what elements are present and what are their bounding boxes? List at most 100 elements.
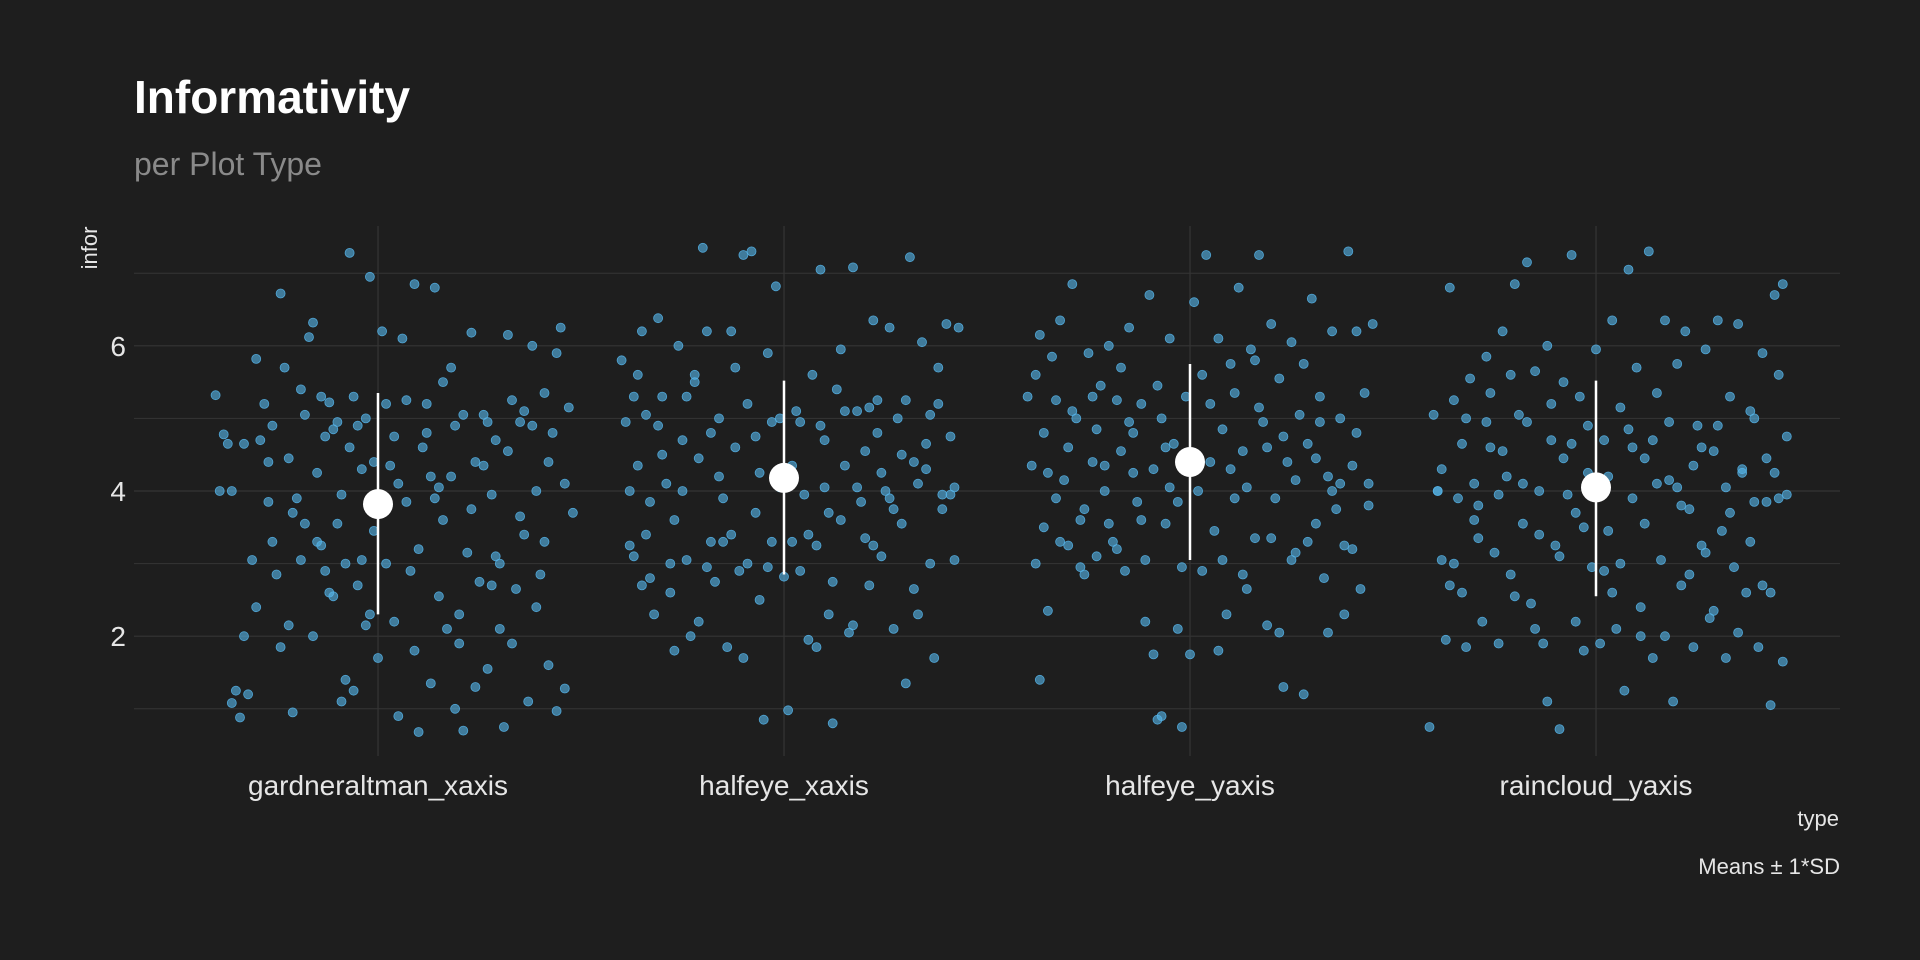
data-point (291, 493, 302, 504)
data-point (1493, 638, 1504, 649)
data-point (494, 558, 505, 569)
data-point (478, 460, 489, 471)
data-point (360, 620, 371, 631)
data-point (1546, 435, 1557, 446)
data-point (438, 515, 448, 525)
data-point (1351, 326, 1362, 337)
data-point (1684, 504, 1695, 515)
data-point (925, 558, 936, 569)
data-point (1615, 402, 1626, 413)
data-point (1717, 526, 1727, 536)
data-point (421, 427, 432, 438)
data-point (702, 326, 712, 337)
data-point (1676, 500, 1687, 511)
data-point (1034, 674, 1045, 685)
data-point (811, 540, 822, 551)
data-point (1022, 391, 1033, 402)
data-point (1514, 409, 1524, 420)
data-point (795, 417, 806, 427)
data-point (1465, 373, 1475, 384)
data-point (1327, 326, 1337, 337)
data-point (1160, 518, 1171, 529)
data-point (263, 496, 274, 507)
data-point (401, 496, 412, 507)
data-point (446, 471, 457, 482)
data-point (628, 551, 639, 562)
data-point (657, 449, 668, 460)
data-point (531, 486, 542, 496)
data-point (1099, 460, 1110, 471)
data-point (933, 398, 944, 409)
data-point (1570, 507, 1581, 518)
data-point (1319, 573, 1329, 583)
data-point (921, 464, 931, 475)
data-point (336, 489, 347, 500)
data-point (665, 587, 676, 598)
data-point (795, 566, 806, 576)
data-point (1781, 431, 1792, 442)
data-point (750, 507, 761, 518)
data-point (1034, 329, 1045, 340)
data-point (1660, 631, 1670, 642)
data-point (1237, 569, 1248, 580)
data-point (417, 442, 428, 453)
data-point (803, 634, 814, 645)
data-point (502, 446, 513, 457)
data-point (803, 529, 814, 540)
data-point (921, 438, 931, 449)
data-point (900, 395, 911, 406)
data-point (425, 678, 436, 689)
data-point (299, 409, 310, 420)
data-point (1652, 478, 1662, 489)
data-point (831, 384, 842, 395)
data-point (1518, 518, 1528, 529)
data-point (1116, 446, 1126, 457)
data-point (393, 478, 404, 489)
data-point (462, 547, 473, 558)
data-point (364, 271, 375, 282)
data-point (409, 645, 420, 656)
data-point (819, 435, 830, 446)
data-point (706, 427, 716, 438)
data-point (1311, 518, 1321, 529)
data-point (523, 696, 534, 707)
data-point (1473, 533, 1484, 544)
data-point (860, 533, 871, 544)
data-point (1112, 395, 1122, 406)
data-point (1124, 322, 1134, 333)
data-point (1583, 420, 1593, 431)
data-point (543, 457, 554, 467)
data-point (697, 242, 708, 253)
data-point (1700, 547, 1711, 558)
data-point (1148, 649, 1159, 660)
data-point (1453, 493, 1463, 504)
data-point (1745, 536, 1756, 547)
data-point (1229, 493, 1240, 504)
data-point (1148, 464, 1159, 475)
data-point (738, 250, 749, 260)
data-point (1315, 417, 1325, 427)
data-point (429, 282, 440, 293)
data-point (726, 326, 737, 337)
data-point (1286, 555, 1297, 565)
data-point (1201, 250, 1212, 260)
data-point (1534, 486, 1545, 496)
data-point (681, 391, 692, 402)
data-point (1761, 453, 1772, 464)
data-point (1302, 438, 1313, 449)
data-point (1347, 544, 1358, 554)
data-point (1083, 348, 1094, 359)
data-point (1591, 344, 1601, 355)
data-point (389, 616, 400, 627)
data-point (1168, 438, 1179, 449)
data-point (937, 489, 948, 500)
data-point (1733, 627, 1743, 638)
data-point (1306, 293, 1317, 304)
data-point (819, 482, 830, 493)
data-point (900, 678, 911, 689)
data-point (352, 580, 363, 591)
data-point (1282, 457, 1293, 467)
data-point (433, 591, 444, 602)
data-point (1749, 413, 1760, 424)
data-point (551, 706, 562, 716)
